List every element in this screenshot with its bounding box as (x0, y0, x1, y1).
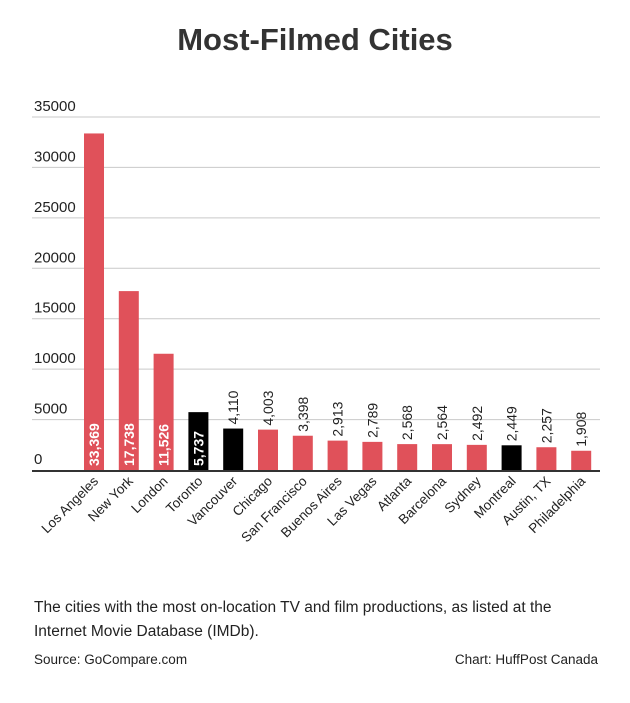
source-note: Source: GoCompare.com (34, 652, 188, 667)
category-label: London (128, 474, 170, 516)
value-label: 2,257 (538, 408, 554, 443)
bar (466, 444, 487, 470)
value-label: 11,526 (156, 424, 172, 466)
value-label: 2,564 (434, 405, 450, 440)
gridlines (32, 116, 600, 421)
value-label: 1,908 (573, 412, 589, 447)
value-label: 2,449 (504, 406, 520, 441)
value-label: 33,369 (86, 423, 102, 466)
y-tick-label: 10000 (34, 350, 76, 367)
value-label: 17,738 (121, 423, 137, 466)
bar (362, 441, 383, 470)
bar (153, 353, 174, 470)
bar (118, 291, 139, 470)
bar-chart: 0 5000 10000 15000 20000 25000 30000 35000 33,3… (32, 98, 600, 545)
y-tick-label: 30000 (34, 148, 76, 165)
bar (258, 429, 278, 470)
category-label: Los Angeles (38, 473, 101, 536)
bar (536, 447, 557, 470)
value-label: 2,492 (469, 406, 485, 441)
bar (188, 412, 209, 470)
chart-caption: The cities with the most on-location TV … (34, 599, 552, 640)
value-label: 3,398 (295, 396, 311, 431)
chart-credit: Chart: HuffPost Canada (454, 652, 598, 667)
bar (292, 435, 313, 470)
value-label: 2,789 (364, 403, 380, 438)
y-tick-label: 5000 (34, 401, 67, 418)
bars (84, 133, 592, 470)
y-tick-label: 20000 (34, 249, 76, 266)
value-label: 2,568 (399, 405, 415, 440)
bar (571, 450, 592, 470)
bar (327, 440, 348, 470)
value-label: 4,110 (225, 390, 241, 424)
chart-title: Most-Filmed Cities (177, 22, 453, 57)
bar (501, 445, 522, 470)
y-tick-label: 15000 (34, 300, 76, 317)
y-tick-label: 25000 (34, 199, 76, 216)
y-tick-label: 0 (34, 451, 42, 468)
bar (432, 444, 452, 470)
y-tick-label: 35000 (34, 98, 76, 115)
bar (223, 428, 244, 470)
bar (397, 444, 418, 470)
y-axis-ticks: 0 5000 10000 15000 20000 25000 30000 35000 (34, 98, 76, 468)
value-label: 4,003 (260, 390, 276, 425)
value-labels: 33,369 17,738 11,526 5,737 4,110 4,003 3,398 2,… (86, 390, 589, 466)
value-label: 5,737 (190, 431, 206, 466)
bar (84, 133, 104, 470)
value-label: 2,913 (330, 401, 346, 436)
